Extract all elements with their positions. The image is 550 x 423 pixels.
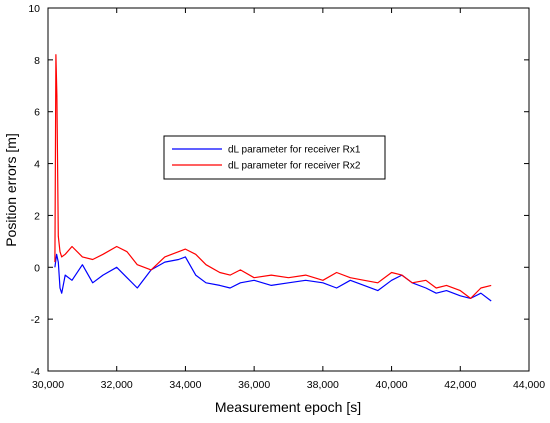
legend-label-rx1: dL parameter for receiver Rx1 <box>228 145 361 156</box>
series-line-rx2 <box>54 54 492 299</box>
x-tick-label: 44,000 <box>513 379 545 391</box>
y-tick-label: 8 <box>34 55 40 67</box>
legend-box <box>163 135 386 180</box>
y-tick-label: 2 <box>34 210 40 222</box>
legend: dL parameter for receiver Rx1 dL paramet… <box>163 135 386 180</box>
x-tick-label: 38,000 <box>307 379 339 391</box>
x-axis-title: Measurement epoch [s] <box>215 399 361 415</box>
y-tick-label: 4 <box>34 159 40 171</box>
x-tick-label: 30,000 <box>32 379 64 391</box>
x-tick-label: 42,000 <box>444 379 476 391</box>
plot-area <box>47 7 530 372</box>
y-tick-label: 0 <box>34 262 40 274</box>
x-tick-label: 34,000 <box>169 379 201 391</box>
x-tick-label: 32,000 <box>101 379 133 391</box>
y-tick-label: -4 <box>31 366 40 378</box>
legend-label-rx2: dL parameter for receiver Rx2 <box>228 161 361 172</box>
y-tick-label: 10 <box>28 3 40 15</box>
y-tick-label: 6 <box>34 107 40 119</box>
y-axis-ticks: -4 -2 0 2 4 6 8 10 <box>28 3 529 378</box>
series-line-rx1 <box>54 253 492 302</box>
y-tick-label: -2 <box>31 314 40 326</box>
x-tick-label: 40,000 <box>376 379 408 391</box>
y-axis-title: Position errors [m] <box>3 133 19 247</box>
series-layer <box>54 54 492 302</box>
x-axis-ticks: 30,000 32,000 34,000 36,000 38,000 40,000 42,0… <box>32 8 545 391</box>
x-tick-label: 36,000 <box>238 379 270 391</box>
